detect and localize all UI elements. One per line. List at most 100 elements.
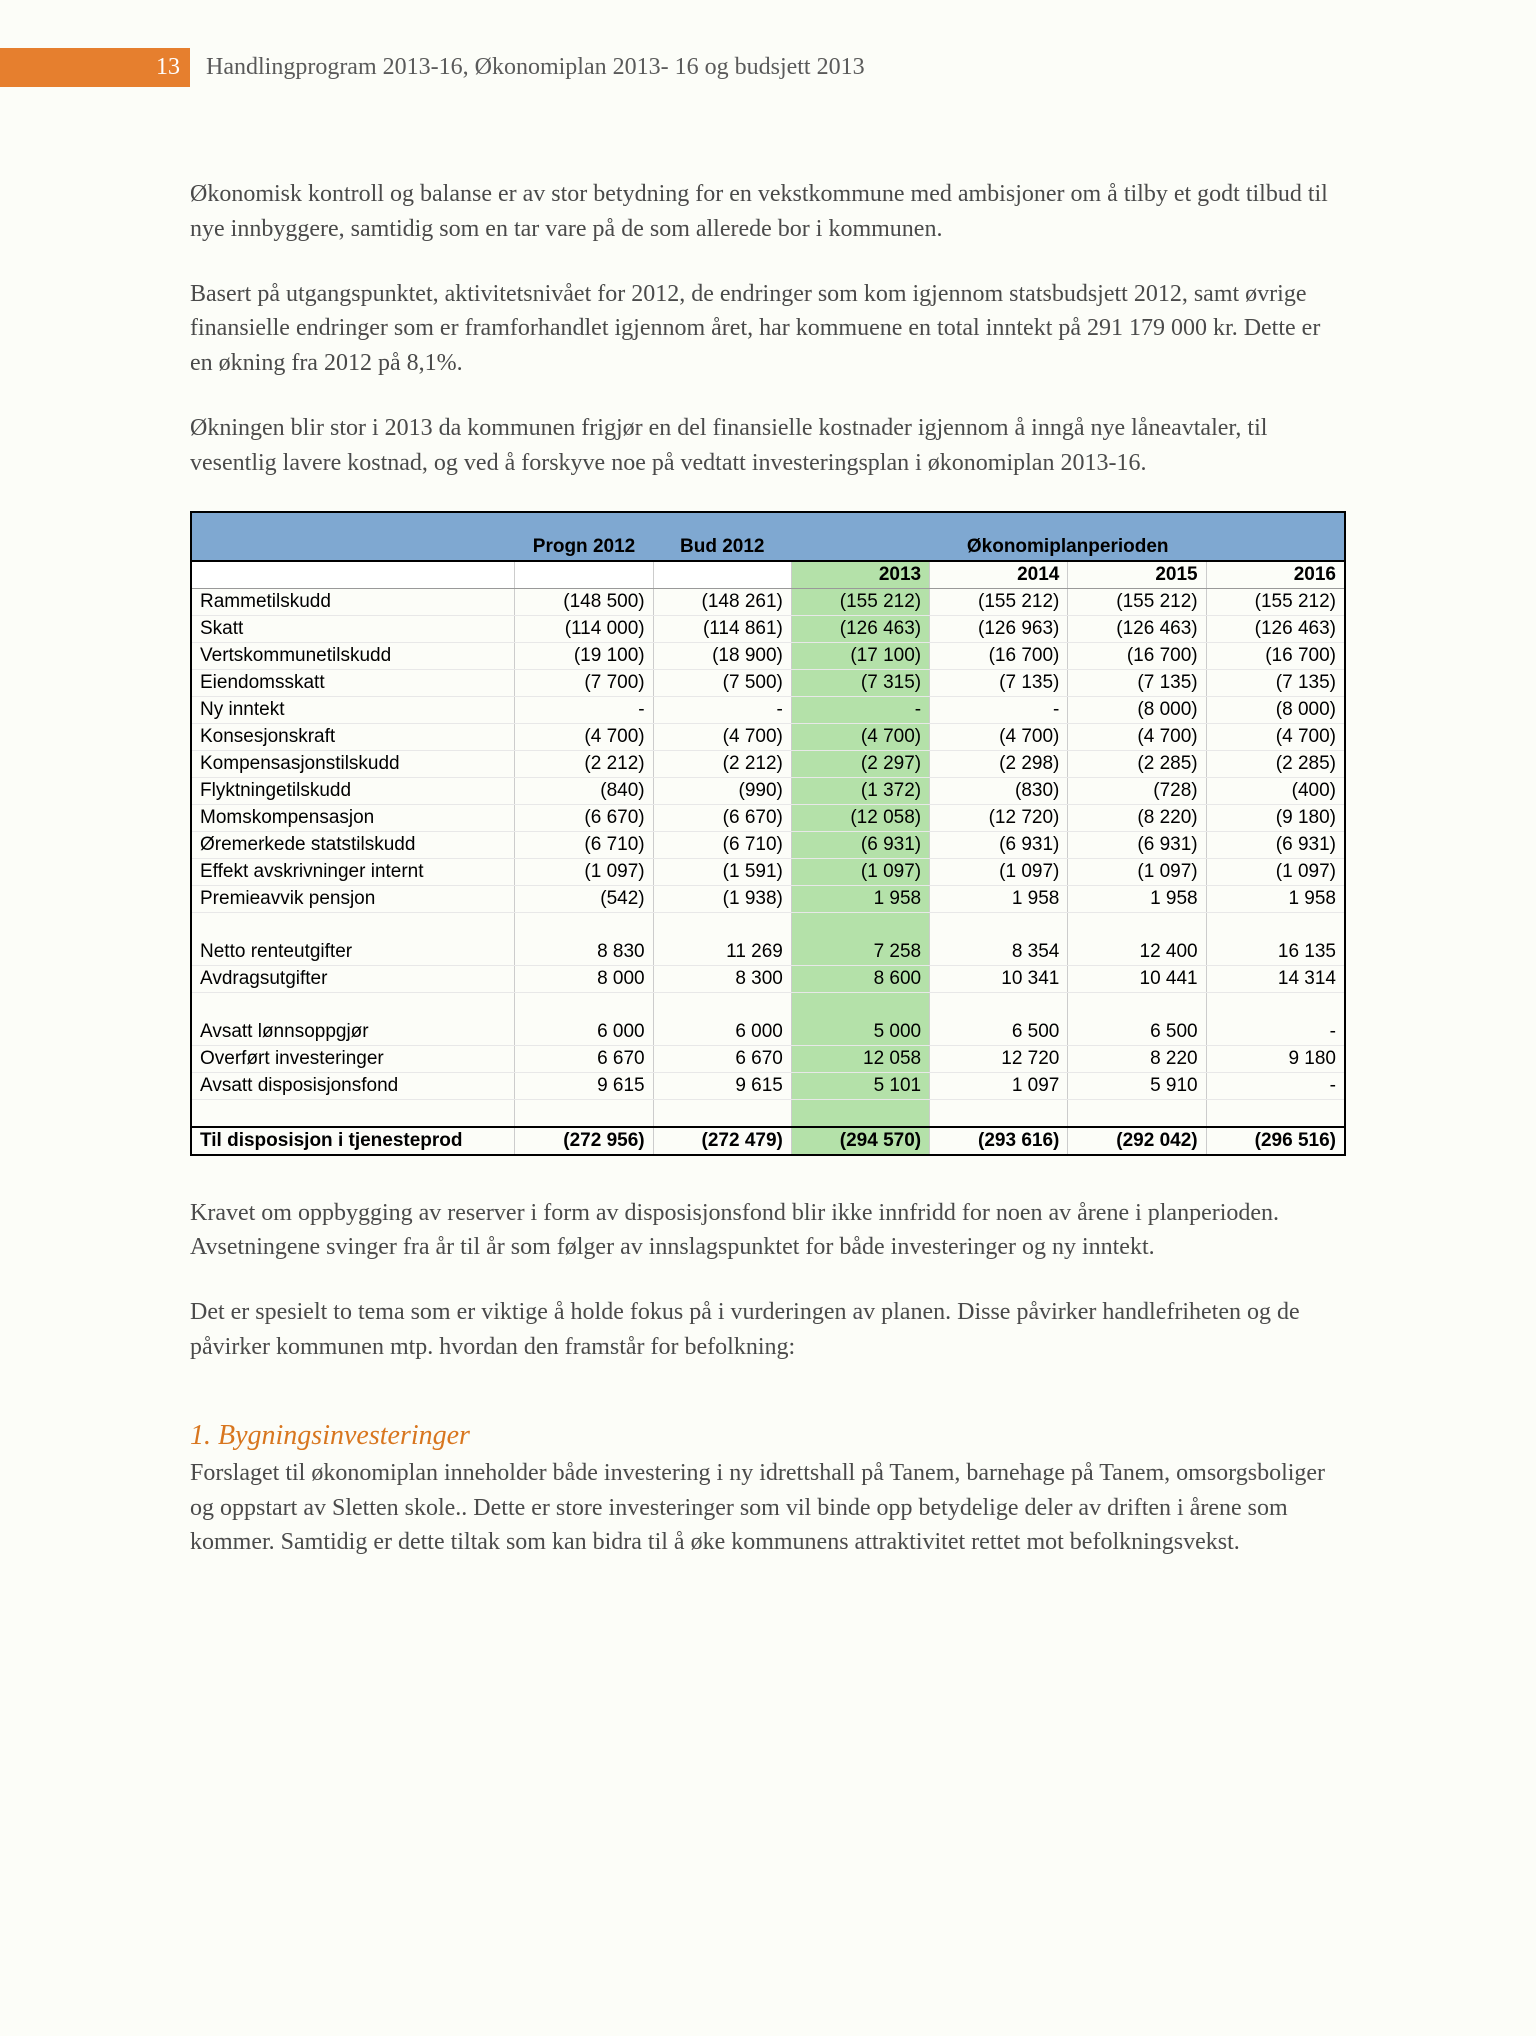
- cell: 5 910: [1068, 1072, 1206, 1099]
- total-c0: (272 956): [515, 1127, 653, 1155]
- table-total-row: Til disposisjon i tjenesteprod (272 956)…: [191, 1127, 1345, 1155]
- cell: 9 615: [653, 1072, 791, 1099]
- row-label: Kompensasjonstilskudd: [191, 750, 515, 777]
- table-row: Konsesjonskraft(4 700)(4 700)(4 700)(4 7…: [191, 723, 1345, 750]
- cell: 10 341: [930, 965, 1068, 992]
- table-spacer-row: [191, 512, 1345, 534]
- col-header-plan: Økonomiplanperioden: [791, 533, 1345, 561]
- cell: (830): [930, 777, 1068, 804]
- cell: (2 212): [515, 750, 653, 777]
- year-2014: 2014: [930, 561, 1068, 589]
- table-row: Overført investeringer6 6706 67012 05812…: [191, 1045, 1345, 1072]
- row-label: Avsatt disposisjonsfond: [191, 1072, 515, 1099]
- total-c3: (293 616): [930, 1127, 1068, 1155]
- row-label: Avsatt lønnsoppgjør: [191, 1019, 515, 1046]
- cell: 12 058: [791, 1045, 929, 1072]
- table-blank-row: [191, 912, 1345, 939]
- cell: (7 135): [930, 669, 1068, 696]
- cell: (4 700): [930, 723, 1068, 750]
- cell: 5 000: [791, 1019, 929, 1046]
- cell: (114 861): [653, 615, 791, 642]
- cell: 6 000: [515, 1019, 653, 1046]
- cell: (126 463): [1206, 615, 1345, 642]
- cell: 14 314: [1206, 965, 1345, 992]
- row-label: Skatt: [191, 615, 515, 642]
- row-label: Vertskommunetilskudd: [191, 642, 515, 669]
- table-row: Avdragsutgifter8 0008 3008 60010 34110 4…: [191, 965, 1345, 992]
- table-header-row: Progn 2012 Bud 2012 Økonomiplanperioden: [191, 533, 1345, 561]
- financial-table: Progn 2012 Bud 2012 Økonomiplanperioden …: [190, 511, 1346, 1156]
- cell: (2 212): [653, 750, 791, 777]
- cell: 7 258: [791, 939, 929, 966]
- main-content: Økonomisk kontroll og balanse er av stor…: [190, 177, 1346, 1560]
- cell: (2 285): [1206, 750, 1345, 777]
- cell: -: [930, 696, 1068, 723]
- col-header-progn: Progn 2012: [515, 533, 653, 561]
- cell: (17 100): [791, 642, 929, 669]
- cell: (12 720): [930, 804, 1068, 831]
- page-header: 13 Handlingprogram 2013-16, Økonomiplan …: [0, 48, 1536, 87]
- year-2015: 2015: [1068, 561, 1206, 589]
- cell: (148 261): [653, 588, 791, 615]
- cell: 1 958: [791, 885, 929, 912]
- cell: (6 931): [1206, 831, 1345, 858]
- row-label: Avdragsutgifter: [191, 965, 515, 992]
- cell: (16 700): [1206, 642, 1345, 669]
- year-2013: 2013: [791, 561, 929, 589]
- section-1-heading: 1. Bygningsinvesteringer: [190, 1420, 1346, 1452]
- cell: (4 700): [1206, 723, 1345, 750]
- cell: 8 220: [1068, 1045, 1206, 1072]
- cell: (2 297): [791, 750, 929, 777]
- cell: (16 700): [1068, 642, 1206, 669]
- table-blank-row: [191, 1099, 1345, 1127]
- cell: 8 600: [791, 965, 929, 992]
- cell: 6 500: [930, 1019, 1068, 1046]
- economy-table: Progn 2012 Bud 2012 Økonomiplanperioden …: [190, 511, 1346, 1156]
- table-row: Effekt avskrivninger internt(1 097)(1 59…: [191, 858, 1345, 885]
- cell: (8 220): [1068, 804, 1206, 831]
- row-label: Momskompensasjon: [191, 804, 515, 831]
- table-row: Rammetilskudd(148 500)(148 261)(155 212)…: [191, 588, 1345, 615]
- cell: (728): [1068, 777, 1206, 804]
- cell: (1 097): [1206, 858, 1345, 885]
- row-label: Overført investeringer: [191, 1045, 515, 1072]
- cell: (6 931): [930, 831, 1068, 858]
- table-row: Netto renteutgifter8 83011 2697 2588 354…: [191, 939, 1345, 966]
- cell: (6 670): [653, 804, 791, 831]
- cell: (8 000): [1068, 696, 1206, 723]
- paragraph-4: Kravet om oppbygging av reserver i form …: [190, 1196, 1346, 1266]
- cell: (4 700): [1068, 723, 1206, 750]
- cell: -: [791, 696, 929, 723]
- cell: 12 720: [930, 1045, 1068, 1072]
- cell: 1 097: [930, 1072, 1068, 1099]
- total-c4: (292 042): [1068, 1127, 1206, 1155]
- cell: (2 285): [1068, 750, 1206, 777]
- cell: (6 710): [653, 831, 791, 858]
- page-number-badge: 13: [0, 48, 190, 87]
- cell: (155 212): [930, 588, 1068, 615]
- table-year-row: 2013 2014 2015 2016: [191, 561, 1345, 589]
- cell: (4 700): [653, 723, 791, 750]
- cell: (155 212): [1068, 588, 1206, 615]
- table-row: Øremerkede statstilskudd(6 710)(6 710)(6…: [191, 831, 1345, 858]
- table-row: Eiendomsskatt(7 700)(7 500)(7 315)(7 135…: [191, 669, 1345, 696]
- cell: 8 300: [653, 965, 791, 992]
- cell: (1 591): [653, 858, 791, 885]
- cell: (7 315): [791, 669, 929, 696]
- cell: (12 058): [791, 804, 929, 831]
- cell: 12 400: [1068, 939, 1206, 966]
- table-row: Momskompensasjon(6 670)(6 670)(12 058)(1…: [191, 804, 1345, 831]
- cell: 6 500: [1068, 1019, 1206, 1046]
- table-blank-row: [191, 992, 1345, 1019]
- table-row: Ny inntekt----(8 000)(8 000): [191, 696, 1345, 723]
- cell: (114 000): [515, 615, 653, 642]
- cell: (126 963): [930, 615, 1068, 642]
- cell: (155 212): [791, 588, 929, 615]
- paragraph-2: Basert på utgangspunktet, aktivitetsnivå…: [190, 277, 1346, 381]
- cell: (126 463): [791, 615, 929, 642]
- paragraph-1: Økonomisk kontroll og balanse er av stor…: [190, 177, 1346, 247]
- cell: (1 938): [653, 885, 791, 912]
- row-label: Rammetilskudd: [191, 588, 515, 615]
- table-row: Avsatt lønnsoppgjør6 0006 0005 0006 5006…: [191, 1019, 1345, 1046]
- cell: 11 269: [653, 939, 791, 966]
